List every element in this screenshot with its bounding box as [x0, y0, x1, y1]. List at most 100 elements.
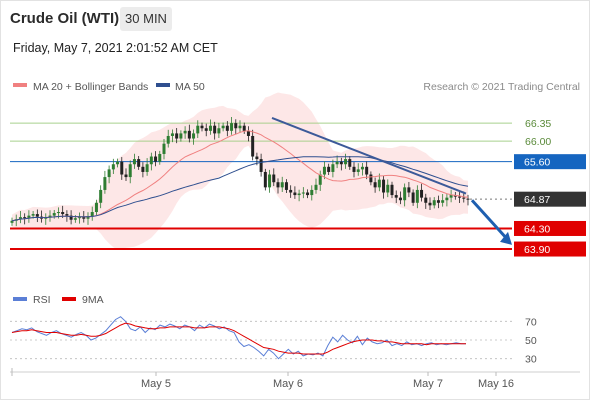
legend-swatch-rsi — [13, 297, 27, 301]
candle-body — [411, 192, 415, 203]
candle-body — [23, 217, 27, 219]
candle-body — [61, 212, 65, 215]
candle-body — [141, 166, 145, 172]
candle-body — [348, 159, 352, 167]
candle-body — [73, 218, 77, 220]
candle-body — [369, 174, 373, 183]
candle-body — [162, 143, 166, 154]
legend-label-bollinger: MA 20 + Bollinger Bands — [33, 81, 148, 93]
price-tag-label-64.87: 64.87 — [524, 194, 550, 206]
candle-body — [213, 125, 217, 134]
candle-body — [18, 217, 22, 220]
candle-body — [276, 182, 280, 188]
candle-body — [327, 166, 331, 172]
candle-body — [94, 202, 98, 213]
candle-body — [297, 193, 301, 196]
candle-body — [90, 212, 94, 217]
price-tag-63.90 — [514, 241, 586, 257]
candle-body — [314, 184, 318, 190]
x-tick-label-may-6: May 6 — [273, 378, 303, 390]
candle-body — [230, 123, 234, 131]
candle-body — [27, 215, 31, 219]
candle-body — [158, 153, 162, 162]
candle-body — [238, 125, 242, 129]
price-tag-64.87 — [514, 191, 586, 207]
candle-body — [407, 187, 411, 193]
candle-body — [217, 128, 221, 134]
price-tag-label-64.30: 64.30 — [524, 223, 550, 235]
x-tick-label-may-7: May 7 — [413, 378, 443, 390]
forecast-arrow-shaft — [470, 199, 509, 240]
candle-body — [31, 214, 35, 216]
bollinger-band-area — [12, 92, 468, 250]
candle-body — [272, 174, 276, 183]
candle-body — [107, 169, 111, 178]
candle-body — [242, 125, 246, 131]
candle-body — [301, 192, 305, 194]
candle-body — [449, 195, 453, 198]
candle-body — [145, 164, 149, 172]
price-tag-65.60 — [514, 154, 586, 170]
price-plot: 66.35 66.00 65.60 64.87 64.30 63.90 — [10, 92, 586, 257]
rsi-line — [11, 316, 466, 360]
candle-body — [466, 198, 470, 200]
price-level-label-66.00: 66.00 — [525, 136, 551, 148]
candle-body — [48, 215, 52, 218]
candle-body — [398, 197, 402, 201]
candle-body — [424, 197, 428, 203]
x-tick-label-may-5: May 5 — [141, 378, 171, 390]
legend-swatch-ma50 — [156, 83, 170, 87]
copyright-label: Research © 2021 Trading Central — [423, 81, 580, 93]
price-tag-label-65.60: 65.60 — [524, 157, 550, 169]
candle-body — [441, 200, 445, 203]
candle-body — [234, 123, 238, 129]
timeframe-badge[interactable]: 30 MIN — [120, 7, 172, 31]
candle-body — [65, 214, 69, 216]
candle-body — [259, 159, 263, 172]
candle-body — [263, 171, 267, 188]
candle-body — [251, 135, 255, 157]
candle-body — [436, 200, 440, 203]
candle-body — [352, 166, 356, 172]
candle-body — [377, 179, 381, 188]
candle-body — [35, 214, 39, 217]
candle-body — [179, 133, 183, 139]
candle-body — [225, 125, 229, 131]
candle-body — [10, 220, 14, 223]
candle-body — [183, 130, 187, 134]
candle-body — [344, 159, 348, 165]
rsi-tick-label-70: 70 — [525, 316, 537, 328]
candle-body — [82, 217, 86, 219]
rsi-9ma-line — [11, 322, 466, 355]
rsi-tick-label-30: 30 — [525, 354, 537, 366]
candle-body — [192, 133, 196, 139]
candle-body — [390, 184, 394, 196]
candle-body — [149, 156, 153, 165]
candle-body — [365, 166, 369, 175]
candle-body — [255, 156, 259, 160]
rsi-plot: 70 50 30 — [10, 316, 537, 366]
candle-body — [86, 216, 90, 219]
candle-body — [204, 128, 208, 131]
candle-body — [137, 159, 141, 167]
candle-body — [458, 196, 462, 198]
instrument-title: Crude Oil (WTI) — [10, 10, 120, 27]
rsi-tick-label-50: 50 — [525, 335, 537, 347]
candle-body — [124, 174, 128, 178]
candle-body — [56, 212, 60, 214]
price-tag-label-63.90: 63.90 — [524, 244, 550, 256]
candle-body — [128, 164, 132, 178]
price-level-label-66.35: 66.35 — [525, 118, 551, 130]
candle-body — [373, 182, 377, 188]
candle-body — [175, 133, 179, 139]
candle-body — [69, 215, 73, 220]
candle-body — [356, 169, 360, 172]
candle-body — [187, 130, 191, 139]
x-axis: May 5 May 6 May 7 May 16 — [11, 368, 514, 390]
candle-body — [289, 189, 293, 193]
candle-body — [293, 192, 297, 196]
candle-body — [415, 189, 419, 203]
candle-body — [432, 200, 436, 206]
candle-body — [420, 189, 424, 198]
